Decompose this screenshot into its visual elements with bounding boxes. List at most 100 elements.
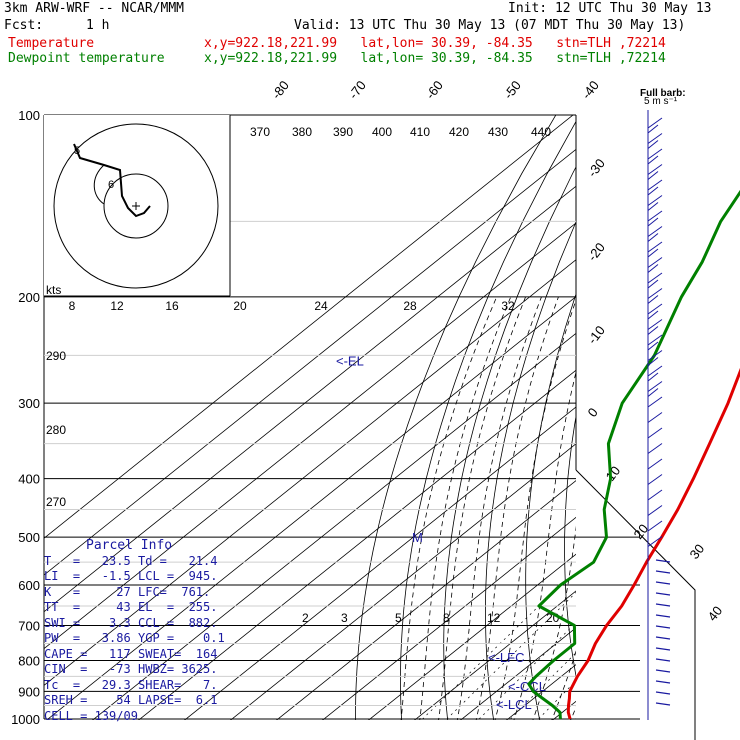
- moist-adiabat-line: [532, 525, 576, 720]
- isotherm-line: [368, 553, 576, 720]
- parcel-info-cell: SWEAT= 164: [138, 646, 218, 661]
- wind-barb: [647, 474, 663, 485]
- theta-side-label: 290: [46, 349, 66, 363]
- wind-barb: [647, 226, 663, 237]
- temperature-axis-label: -10: [585, 323, 608, 347]
- hodograph-storm-motion: [93, 164, 105, 205]
- parcel-info-cell: SWI = 3.3: [44, 615, 131, 630]
- wind-barb-lower: [655, 669, 671, 673]
- valid-time: Valid: 13 UTC Thu 30 May 13 (07 MDT Thu …: [294, 18, 686, 33]
- model-title: 3km ARW-WRF -- NCAR/MMM: [4, 1, 185, 16]
- wind-barb-flag: [647, 357, 659, 366]
- wind-barb: [647, 536, 663, 547]
- wind-barb: [647, 148, 663, 160]
- wind-barb-flag: [647, 124, 659, 134]
- wind-barb: [647, 334, 663, 346]
- isotherm-line: [44, 259, 576, 686]
- temperature-axis-label: 30: [687, 541, 708, 562]
- temperature-axis-label: -40: [579, 78, 602, 102]
- hodograph-units-label: kts: [46, 283, 61, 297]
- wind-barb: [647, 179, 663, 191]
- dry-adiabat-line: [400, 120, 576, 720]
- mixing-ratio-label: 3: [341, 611, 348, 625]
- mixing-ratio-line: [445, 592, 576, 720]
- parcel-info-cell: LI = -1.5: [44, 569, 131, 583]
- theta-side-label: 280: [46, 423, 66, 437]
- moist-adiabat-line: [621, 297, 740, 732]
- hodograph-ring-label: 28: [403, 299, 417, 313]
- parcel-info-row: T = 23.5 Td = 21.4: [44, 554, 230, 570]
- theta-label: 410: [410, 125, 430, 139]
- wind-barb-flag: [647, 279, 659, 289]
- dewpoint-location: x,y=922.18,221.99 lat,lon= 30.39, -84.35…: [204, 51, 666, 66]
- hodograph-ring-label: 16: [165, 299, 179, 313]
- temperature-axis-label: 40: [705, 603, 726, 624]
- mixing-ratio-label: 12: [487, 611, 501, 625]
- temperature-axis-label: -30: [585, 156, 608, 180]
- hodograph-ring: [103, 173, 169, 239]
- moist-adiabat-line: [584, 297, 705, 732]
- wind-barb-lower: [655, 691, 671, 695]
- pressure-label: 600: [18, 578, 40, 593]
- dry-adiabat-line: [355, 115, 557, 720]
- parcel-info-row: CELL = 139/09: [44, 709, 230, 725]
- wind-barb-lower: [655, 636, 671, 640]
- moist-adiabat-line: [551, 650, 576, 720]
- theta-label: 380: [292, 125, 312, 139]
- wind-barb-flag: [647, 326, 659, 335]
- parcel-info-panel: Parcel Info T = 23.5 Td = 21.4 LI = -1.5 LC…: [44, 538, 230, 724]
- parcel-info-cell: T = 23.5: [44, 553, 131, 568]
- wind-barb-legend: Full barb:: [640, 88, 686, 99]
- wind-barb: [647, 396, 663, 408]
- wind-barb-flag: [647, 171, 659, 180]
- moist-adiabat-line: [400, 296, 498, 720]
- wind-barb-lower: [655, 603, 671, 607]
- parcel-info-row: PW = 3.86 YGP = 0.1: [44, 631, 230, 647]
- parcel-info-cell: K = 27: [44, 584, 131, 599]
- wind-barb-flag: [647, 388, 659, 397]
- moist-adiabat-line: [438, 296, 526, 720]
- wind-barb-lower: [655, 702, 671, 706]
- wind-barb-lower: [655, 647, 671, 651]
- level-annotation: <-EL: [336, 354, 364, 369]
- wind-barb: [647, 350, 663, 361]
- wind-barb-flag: [647, 295, 659, 304]
- pressure-label: 100: [18, 108, 40, 123]
- isotherm-line: [184, 406, 576, 720]
- parcel-info-cell: Td = 21.4: [138, 553, 218, 568]
- parcel-info-cell: LAPSE= 6.1: [138, 693, 218, 707]
- level-annotation: <-CCL: [508, 679, 546, 694]
- dry-adiabat-line: [564, 414, 576, 678]
- theta-side-label: 270: [46, 495, 66, 509]
- wind-barb-flag: [647, 155, 659, 165]
- parcel-info-row: TT = 43 EL = 255.: [44, 600, 230, 616]
- isotherm-line: [44, 222, 576, 650]
- moist-adiabat-line: [494, 298, 576, 720]
- mixing-ratio-line: [574, 718, 576, 720]
- isotherm-line: [92, 332, 576, 720]
- parcel-info-cell: YGP = 0.1: [138, 631, 225, 645]
- wind-barb-legend-units: 5 m s⁻¹: [644, 96, 678, 107]
- wind-barb: [647, 117, 663, 129]
- wind-barb: [647, 458, 663, 470]
- isotherm-line: [552, 700, 576, 720]
- wind-barb: [647, 164, 663, 175]
- moist-adiabat-line: [513, 370, 576, 720]
- wind-barb-lower: [655, 614, 671, 618]
- hodograph-ring-label: 20: [233, 299, 247, 313]
- parcel-info-cell: SREH = 54: [44, 693, 131, 707]
- isotherm-line: [276, 480, 576, 720]
- pressure-label: 700: [18, 618, 40, 633]
- wind-barb-flag: [647, 186, 659, 196]
- mixing-ratio-line: [537, 680, 576, 720]
- parcel-info-cell: [138, 709, 230, 725]
- wind-barb-lower: [655, 625, 671, 629]
- parcel-info-row: CAPE = 117 SWEAT= 164: [44, 647, 230, 663]
- wind-barb-flag: [647, 264, 659, 273]
- dewpoint-legend: Dewpoint temperature: [8, 51, 165, 66]
- isotherm-line: [584, 87, 740, 731]
- wind-barb-flag: [647, 217, 659, 227]
- pressure-label: 200: [18, 290, 40, 305]
- theta-label: 420: [449, 125, 469, 139]
- dry-adiabat-line: [443, 166, 576, 720]
